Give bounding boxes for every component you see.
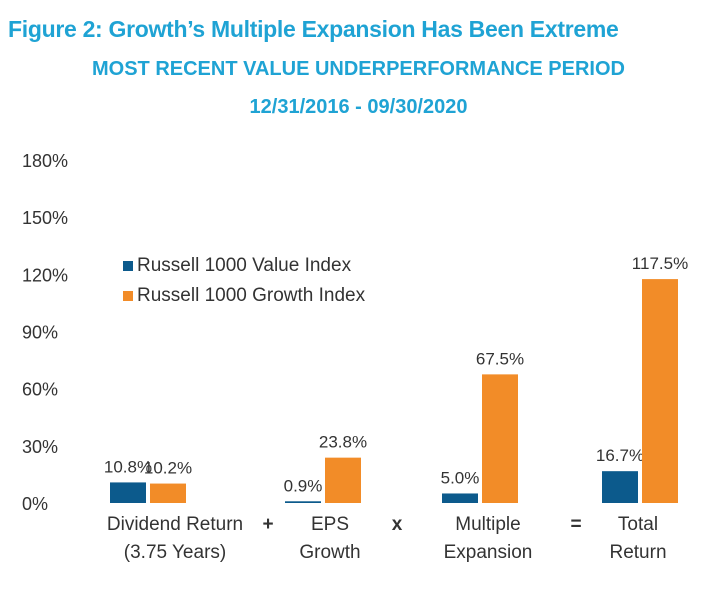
category-label: Dividend Return xyxy=(107,514,243,535)
data-label: 23.8% xyxy=(319,433,367,452)
category-label: Growth xyxy=(299,542,360,563)
y-tick-label: 150% xyxy=(22,208,68,228)
data-label: 117.5% xyxy=(632,254,688,273)
chart-date-range: 12/31/2016 - 09/30/2020 xyxy=(249,96,468,118)
bar-value xyxy=(602,471,638,503)
operator-symbol: = xyxy=(570,514,581,535)
y-tick-label: 180% xyxy=(22,151,68,171)
chart-title: Figure 2: Growth’s Multiple Expansion Ha… xyxy=(8,16,619,42)
bar-growth xyxy=(642,279,678,503)
bar-growth xyxy=(482,374,518,503)
y-tick-label: 60% xyxy=(22,380,58,400)
category-label: EPS xyxy=(311,514,349,535)
legend-swatch xyxy=(123,261,133,271)
data-label: 5.0% xyxy=(441,468,480,487)
category-label: Expansion xyxy=(444,542,533,563)
legend-swatch xyxy=(123,291,133,301)
operator-symbol: x xyxy=(392,514,403,535)
y-tick-label: 30% xyxy=(22,437,58,457)
bar-growth xyxy=(150,483,186,503)
y-tick-label: 90% xyxy=(22,323,58,343)
data-label: 67.5% xyxy=(476,349,524,368)
chart-subtitle: MOST RECENT VALUE UNDERPERFORMANCE PERIO… xyxy=(92,58,625,80)
data-label: 0.9% xyxy=(284,476,323,495)
data-label: 16.7% xyxy=(596,446,644,465)
data-label: 10.2% xyxy=(144,459,192,478)
data-label: 10.8% xyxy=(104,457,152,476)
bar-value xyxy=(110,482,146,503)
bar-value xyxy=(442,493,478,503)
category-label: Total xyxy=(618,514,658,535)
category-label: Multiple xyxy=(455,514,520,535)
bar-value xyxy=(285,501,321,503)
y-tick-label: 120% xyxy=(22,265,68,285)
category-label: Return xyxy=(609,542,666,563)
legend-label: Russell 1000 Growth Index xyxy=(137,285,366,306)
operator-symbol: + xyxy=(262,514,273,535)
category-label: (3.75 Years) xyxy=(124,542,226,563)
y-tick-label: 0% xyxy=(22,494,48,514)
bar-growth xyxy=(325,457,361,503)
legend-label: Russell 1000 Value Index xyxy=(137,255,352,276)
